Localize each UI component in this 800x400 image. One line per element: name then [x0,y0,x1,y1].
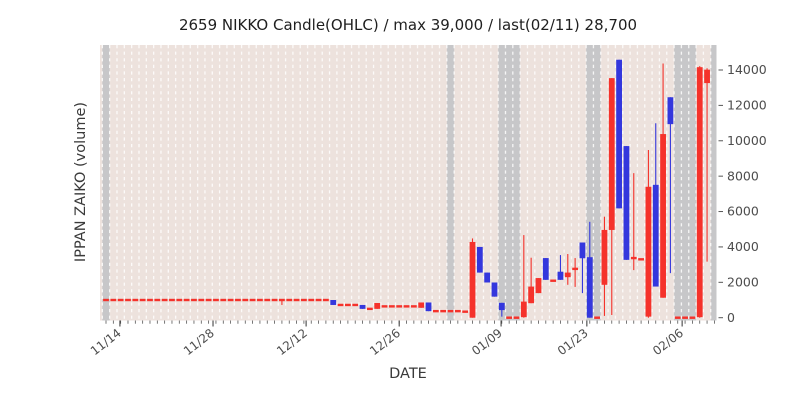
x-tick-label: 01/09 [469,326,505,358]
x-tick-label: 12/12 [274,326,310,358]
y-axis-tick-labels: 0 2000 4000 6000 8000 10000 12000 14000 [727,62,767,325]
candlesticks [103,59,710,319]
x-axis-ticks [105,320,715,327]
y-tick-label: 4000 [727,239,759,254]
y-tick-label: 12000 [727,98,767,113]
x-tick-label: 12/26 [367,326,403,358]
y-tick-label: 14000 [727,62,767,77]
y-tick-label: 2000 [727,275,759,290]
x-tick-label: 11/14 [88,326,124,358]
y-tick-label: 0 [727,310,735,325]
x-tick-label: 02/06 [650,326,686,358]
y-tick-label: 8000 [727,168,759,183]
y-tick-label: 6000 [727,204,759,219]
y-axis-ticks [718,69,723,319]
x-axis-title: DATE [389,366,427,382]
chart-title: 2659 NIKKO Candle(OHLC) / max 39,000 / l… [179,16,637,34]
y-tick-label: 10000 [727,133,767,148]
x-tick-label: 01/23 [555,326,591,358]
y-axis-title: IPPAN ZAIKO (volume) [73,102,89,262]
zero-inventory-bands [102,45,717,321]
x-axis-tick-labels: 11/14 11/28 12/12 12/26 01/09 01/23 02/06 [88,326,686,358]
x-tick-label: 11/28 [181,326,217,358]
